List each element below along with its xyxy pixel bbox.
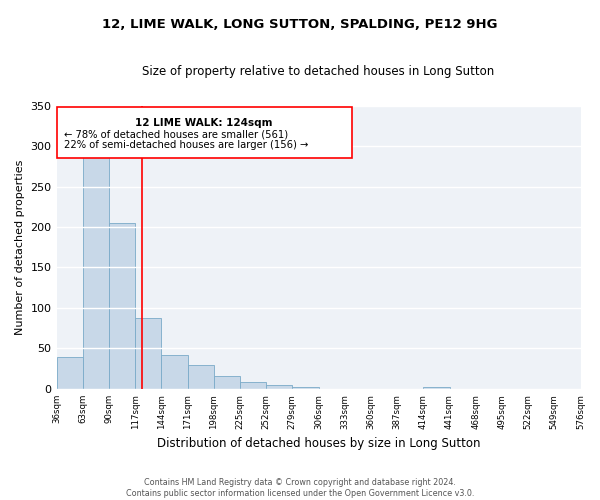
Bar — [56, 107, 352, 158]
X-axis label: Distribution of detached houses by size in Long Sutton: Distribution of detached houses by size … — [157, 437, 480, 450]
Text: 12 LIME WALK: 124sqm: 12 LIME WALK: 124sqm — [135, 118, 273, 128]
Bar — [214, 376, 240, 389]
Bar — [188, 366, 214, 389]
Title: Size of property relative to detached houses in Long Sutton: Size of property relative to detached ho… — [142, 65, 494, 78]
Y-axis label: Number of detached properties: Number of detached properties — [15, 160, 25, 335]
Bar — [109, 223, 135, 389]
Bar — [135, 318, 161, 389]
Bar — [83, 154, 109, 389]
Bar — [240, 382, 266, 389]
Text: 22% of semi-detached houses are larger (156) →: 22% of semi-detached houses are larger (… — [64, 140, 308, 150]
Bar — [266, 385, 292, 389]
Bar — [292, 386, 319, 389]
Text: Contains HM Land Registry data © Crown copyright and database right 2024.
Contai: Contains HM Land Registry data © Crown c… — [126, 478, 474, 498]
Bar — [56, 356, 83, 389]
Bar — [424, 386, 449, 389]
Text: ← 78% of detached houses are smaller (561): ← 78% of detached houses are smaller (56… — [64, 129, 289, 139]
Bar — [161, 355, 188, 389]
Text: 12, LIME WALK, LONG SUTTON, SPALDING, PE12 9HG: 12, LIME WALK, LONG SUTTON, SPALDING, PE… — [102, 18, 498, 30]
